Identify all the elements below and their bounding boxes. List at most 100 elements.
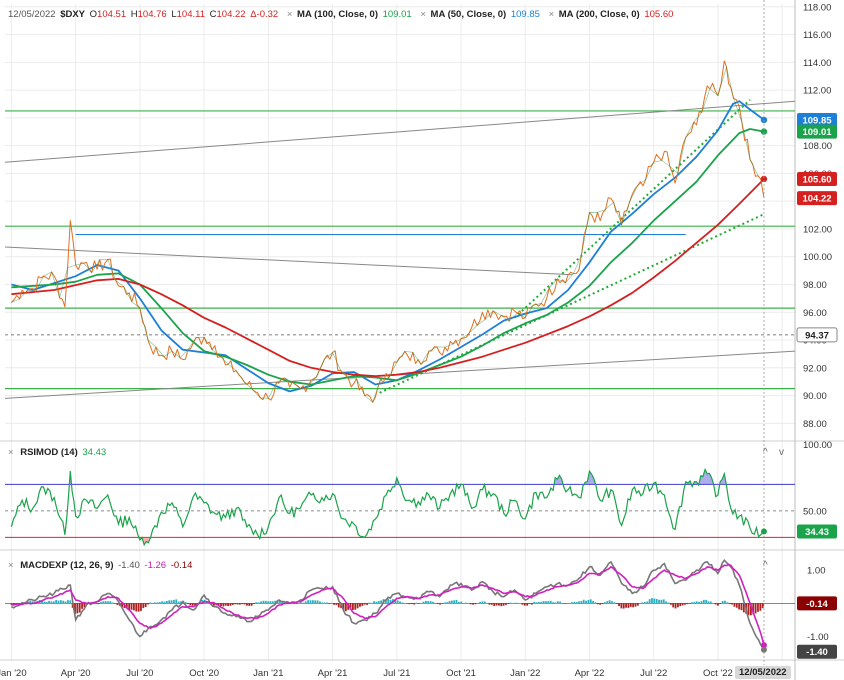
ma100-line (11, 128, 765, 386)
macd-histogram-bar (248, 603, 251, 606)
macd-histogram-bar (608, 600, 611, 604)
macd-histogram-bar (667, 602, 670, 604)
macd-histogram-bar (592, 600, 595, 604)
macd-histogram-bar (76, 603, 79, 614)
macd-histogram-bar (149, 602, 152, 604)
macd-histogram-bar (330, 602, 333, 604)
macd-histogram-bar (161, 601, 164, 604)
rsi-expand-icon[interactable]: v (779, 447, 784, 458)
price-axis-label: 109.01 (802, 127, 832, 138)
price-axis-label-box (797, 112, 837, 127)
macd-histogram-bar (170, 600, 173, 604)
macd-histogram-bar (693, 601, 696, 604)
macd-histogram-bar (187, 603, 189, 605)
macd-histogram-bar (48, 600, 51, 604)
macd-histogram-bar (545, 601, 547, 604)
ma50-end-dot (760, 116, 768, 124)
macd-histogram-bar (432, 601, 434, 604)
macd-histogram-bar (761, 603, 764, 609)
macd-histogram-bar (582, 599, 585, 604)
macd-axis-tick: -1.00 (807, 632, 829, 643)
macd-histogram-bar (168, 600, 171, 604)
macd-histogram-bar (224, 603, 227, 606)
legend-ma100-value: 109.01 (382, 9, 412, 20)
macd-histogram-bar (505, 603, 507, 605)
macd-histogram-bar (535, 602, 538, 604)
macd-histogram-bar (220, 603, 222, 606)
macd-histogram-bar (137, 603, 140, 612)
remove-ma100-icon[interactable]: × (286, 9, 293, 20)
remove-ma50-icon[interactable]: × (420, 9, 426, 20)
remove-macd-icon[interactable]: × (8, 560, 14, 571)
macd-histogram-bar (519, 603, 522, 604)
macd-histogram-bar (754, 603, 757, 614)
macd-histogram-bar (611, 601, 613, 604)
macd-end-dot (760, 646, 767, 653)
macd-histogram-bar (488, 603, 491, 605)
macd-histogram-bar (740, 603, 743, 611)
macd-histogram-bar (116, 603, 119, 605)
macd-histogram-bar (363, 603, 366, 605)
macd-histogram-bar (457, 601, 460, 604)
trendline-mid (4, 246, 573, 276)
macd-histogram-bar (752, 603, 755, 615)
rsi-oversold-fill (138, 537, 261, 545)
legend-low-label: L (171, 9, 177, 20)
macd-histogram-bar (589, 599, 592, 604)
price-axis-tick: 118.00 (803, 2, 831, 13)
macd-histogram-bar (227, 603, 229, 607)
rsi-collapse-icon[interactable]: ^ (763, 447, 768, 458)
macd-histogram-bar (629, 603, 632, 607)
macd-histogram-bar (625, 603, 627, 608)
rsi-panel (5, 467, 795, 547)
rsi-end-dot (760, 528, 767, 535)
macd-histogram-bar (450, 600, 453, 604)
price-axis-tick: 96.00 (803, 308, 827, 319)
macd-histogram-bar (246, 603, 248, 606)
macd-histogram-bar (495, 603, 498, 606)
macd-histogram-bar (601, 603, 604, 605)
macd-histogram-bar (267, 601, 270, 604)
x-axis-tick: Oct '22 (703, 668, 733, 679)
legend-high-value: 104.76 (137, 9, 167, 20)
macd-histogram-bar (469, 603, 472, 605)
remove-rsi-icon[interactable]: × (8, 447, 14, 458)
macd-histogram-bar (142, 603, 145, 609)
macd-histogram-bar (660, 599, 663, 604)
macd-histogram-bar (502, 603, 505, 606)
x-axis-tick: Oct '20 (189, 668, 219, 679)
macd-histogram-bar (173, 599, 175, 604)
rsi-overbought-fill (11, 469, 764, 485)
macd-histogram-bar (724, 600, 726, 604)
macd-histogram-bar (648, 599, 651, 604)
macd-histogram-bar (717, 603, 719, 606)
macd-histogram-bar (679, 603, 682, 607)
macd-histogram-bar (297, 603, 300, 604)
price-axis-tick: 92.00 (803, 363, 827, 374)
macd-histogram-bar (742, 603, 745, 613)
x-axis-tick: Jul '20 (126, 668, 153, 679)
macd-histogram-bar (644, 602, 646, 604)
macd-histogram-bar (641, 602, 644, 604)
x-axis-tick: Jul '22 (640, 668, 667, 679)
macd-histogram-bar (59, 600, 62, 604)
macd-histogram-bar (323, 602, 326, 604)
macd-collapse-icon[interactable]: ^ (763, 560, 768, 571)
remove-ma200-icon[interactable]: × (548, 9, 555, 20)
macd-histogram-bar (606, 601, 609, 604)
macd-histogram-bar (304, 601, 307, 604)
legend-open-label: O (89, 9, 98, 20)
macd-histogram-bar (509, 602, 512, 604)
price-axis-label: 109.85 (802, 115, 832, 126)
macd-histogram-bar (387, 598, 390, 604)
macd-histogram-bar (276, 600, 279, 604)
macd-histogram-bar (514, 602, 517, 604)
last-date-badge: 12/05/2022 (735, 666, 791, 679)
macd-histogram-bar (354, 603, 357, 610)
x-axis-tick: Apr '21 (318, 668, 348, 679)
macd-histogram-bar (351, 603, 354, 610)
macd-histogram-bar (481, 601, 484, 604)
macd-histogram-bar (55, 600, 58, 604)
macd-histogram-bar (128, 603, 131, 610)
rsi-axis-tick: 100.00 (803, 440, 832, 451)
